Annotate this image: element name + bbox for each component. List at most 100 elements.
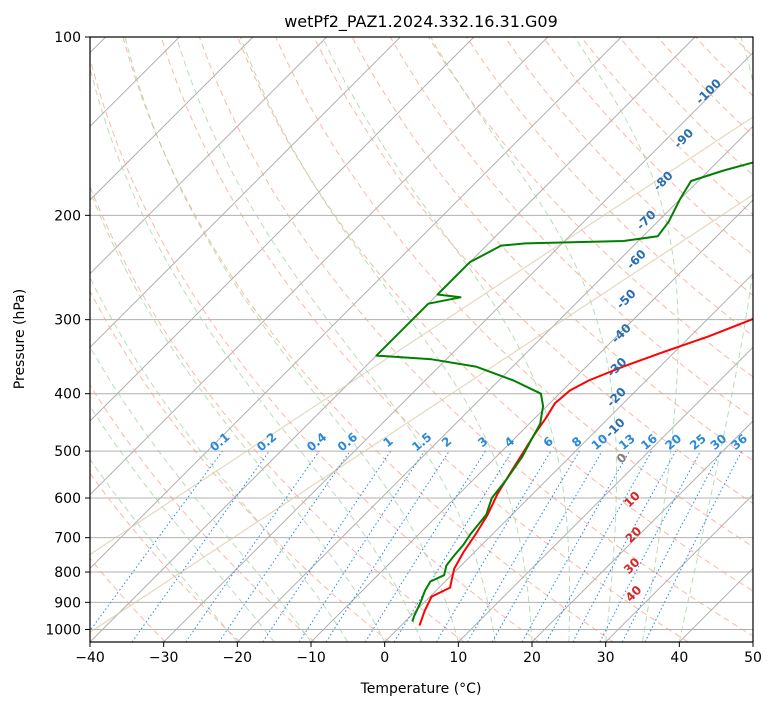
moist-adiabat bbox=[175, 37, 496, 642]
isotherm-label: -50 bbox=[614, 286, 639, 311]
mixing-ratio-label: 13 bbox=[616, 431, 638, 452]
isotherm-label: 10 bbox=[621, 489, 643, 511]
y-tick-label: 600 bbox=[54, 491, 81, 507]
mixing-ratio-line bbox=[131, 450, 270, 642]
x-tick-label: 40 bbox=[670, 650, 688, 666]
x-tick-label: −40 bbox=[75, 650, 105, 666]
y-axis-label: Pressure (hPa) bbox=[12, 289, 28, 389]
x-axis-label: Temperature (°C) bbox=[360, 681, 482, 697]
x-tick-label: 10 bbox=[449, 650, 467, 666]
isotherm-line bbox=[605, 493, 753, 642]
dry-adiabat bbox=[90, 185, 465, 642]
y-axis-ticks: 1000 900 800 700 600 500 400 300 200 100 bbox=[45, 30, 90, 638]
isotherm-line bbox=[678, 567, 753, 642]
mixing-ratio-label: 1.5 bbox=[409, 430, 434, 454]
x-tick-label: 20 bbox=[523, 650, 541, 666]
dry-adiabat bbox=[90, 384, 316, 642]
isotherm-line bbox=[236, 125, 753, 642]
mixing-ratio-line bbox=[621, 450, 722, 642]
moist-adiabat bbox=[322, 37, 571, 642]
dry-adiabat bbox=[466, 37, 753, 337]
dry-adiabat bbox=[90, 472, 241, 642]
mixing-ratio-line bbox=[185, 450, 320, 642]
mixing-ratio-line bbox=[644, 450, 743, 642]
isotherm-line bbox=[310, 199, 753, 642]
mixing-ratio-line bbox=[599, 450, 701, 642]
mixing-ratio-line bbox=[325, 450, 450, 642]
dry-adiabat bbox=[122, 37, 614, 642]
mixing-ratio-label: 8 bbox=[569, 434, 584, 450]
isotherm-label: -80 bbox=[651, 168, 676, 193]
dry-adiabat bbox=[733, 37, 753, 58]
isotherm-line bbox=[90, 37, 401, 349]
mixing-ratio-label: 4 bbox=[502, 434, 517, 450]
y-tick-label: 500 bbox=[54, 444, 81, 460]
moist-adiabat bbox=[430, 37, 617, 642]
isotherm-line bbox=[90, 37, 622, 570]
y-tick-label: 100 bbox=[54, 30, 81, 46]
mixing-ratio-label: 0.2 bbox=[254, 430, 279, 454]
mixing-ratio-label: 36 bbox=[728, 431, 750, 452]
dry-adiabat bbox=[351, 37, 753, 462]
x-tick-label: 50 bbox=[744, 650, 762, 666]
dewpoint-profile-line bbox=[375, 161, 753, 622]
mixing-ratio-label: 3 bbox=[475, 434, 490, 450]
y-tick-label: 200 bbox=[54, 208, 81, 224]
isotherm-label: -90 bbox=[671, 126, 696, 151]
dry-adiabat bbox=[198, 37, 753, 637]
isotherm-line bbox=[531, 420, 753, 642]
y-tick-label: 900 bbox=[54, 595, 81, 611]
isotherm-label: -70 bbox=[634, 208, 659, 233]
moist-adiabat bbox=[90, 189, 386, 642]
moist-adiabat bbox=[124, 37, 459, 642]
moist-adiabat bbox=[678, 37, 753, 642]
isotherm-line bbox=[90, 37, 475, 422]
x-tick-label: −20 bbox=[223, 650, 253, 666]
dry-adiabat bbox=[657, 37, 753, 137]
x-tick-label: 30 bbox=[597, 650, 615, 666]
moist-adiabat bbox=[574, 37, 679, 642]
x-tick-label: −30 bbox=[149, 650, 179, 666]
dry-adiabat bbox=[90, 56, 540, 642]
isotherm-label: -20 bbox=[604, 385, 629, 410]
dry-adiabat bbox=[90, 290, 390, 642]
mixing-ratio-line bbox=[572, 450, 677, 642]
dry-adiabat bbox=[427, 37, 753, 378]
x-axis-ticks: −40 −30 −20 −10 0 10 20 30 40 50 bbox=[75, 642, 762, 666]
plot-frame bbox=[89, 36, 754, 643]
isotherm-label: 30 bbox=[621, 555, 643, 577]
mixing-ratio-label: 2 bbox=[439, 434, 454, 450]
mixing-ratio-label: 1 bbox=[380, 434, 395, 450]
mixing-ratio-line bbox=[435, 450, 552, 642]
mixing-ratio-label: 0.6 bbox=[335, 430, 360, 454]
mixing-ratio-line bbox=[521, 450, 630, 642]
mixing-ratio-line bbox=[545, 450, 653, 642]
dry-adiabat bbox=[313, 37, 753, 505]
y-tick-label: 300 bbox=[54, 313, 81, 329]
isotherm-label: 0 bbox=[614, 450, 630, 466]
isotherm-label: -40 bbox=[609, 321, 634, 346]
dry-adiabat bbox=[504, 37, 753, 296]
moist-adiabat bbox=[90, 405, 275, 642]
moist-adiabat bbox=[90, 458, 238, 642]
moist-adiabat bbox=[90, 345, 312, 642]
mixing-ratio-label: 25 bbox=[687, 431, 709, 452]
isotherm-line bbox=[90, 37, 549, 496]
chart-title: wetPf2_PAZ1.2024.332.16.31.G09 bbox=[284, 12, 558, 32]
x-tick-label: −10 bbox=[296, 650, 326, 666]
background-lines bbox=[90, 37, 753, 642]
temperature-profile-line bbox=[418, 317, 753, 626]
dry-adiabat bbox=[389, 37, 753, 420]
isotherm-line bbox=[752, 641, 753, 642]
y-tick-label: 400 bbox=[54, 387, 81, 403]
mixing-ratio-label: 30 bbox=[708, 431, 730, 452]
mixing-ratio-line bbox=[218, 450, 351, 642]
dry-adiabat bbox=[275, 37, 753, 548]
moist-adiabat bbox=[239, 37, 533, 642]
mixing-ratio-line bbox=[298, 450, 425, 642]
moist-adiabat bbox=[90, 65, 422, 642]
isotherm-label: -30 bbox=[604, 355, 629, 380]
isotherm-label: -60 bbox=[624, 247, 649, 272]
isotherm-line bbox=[163, 51, 753, 642]
